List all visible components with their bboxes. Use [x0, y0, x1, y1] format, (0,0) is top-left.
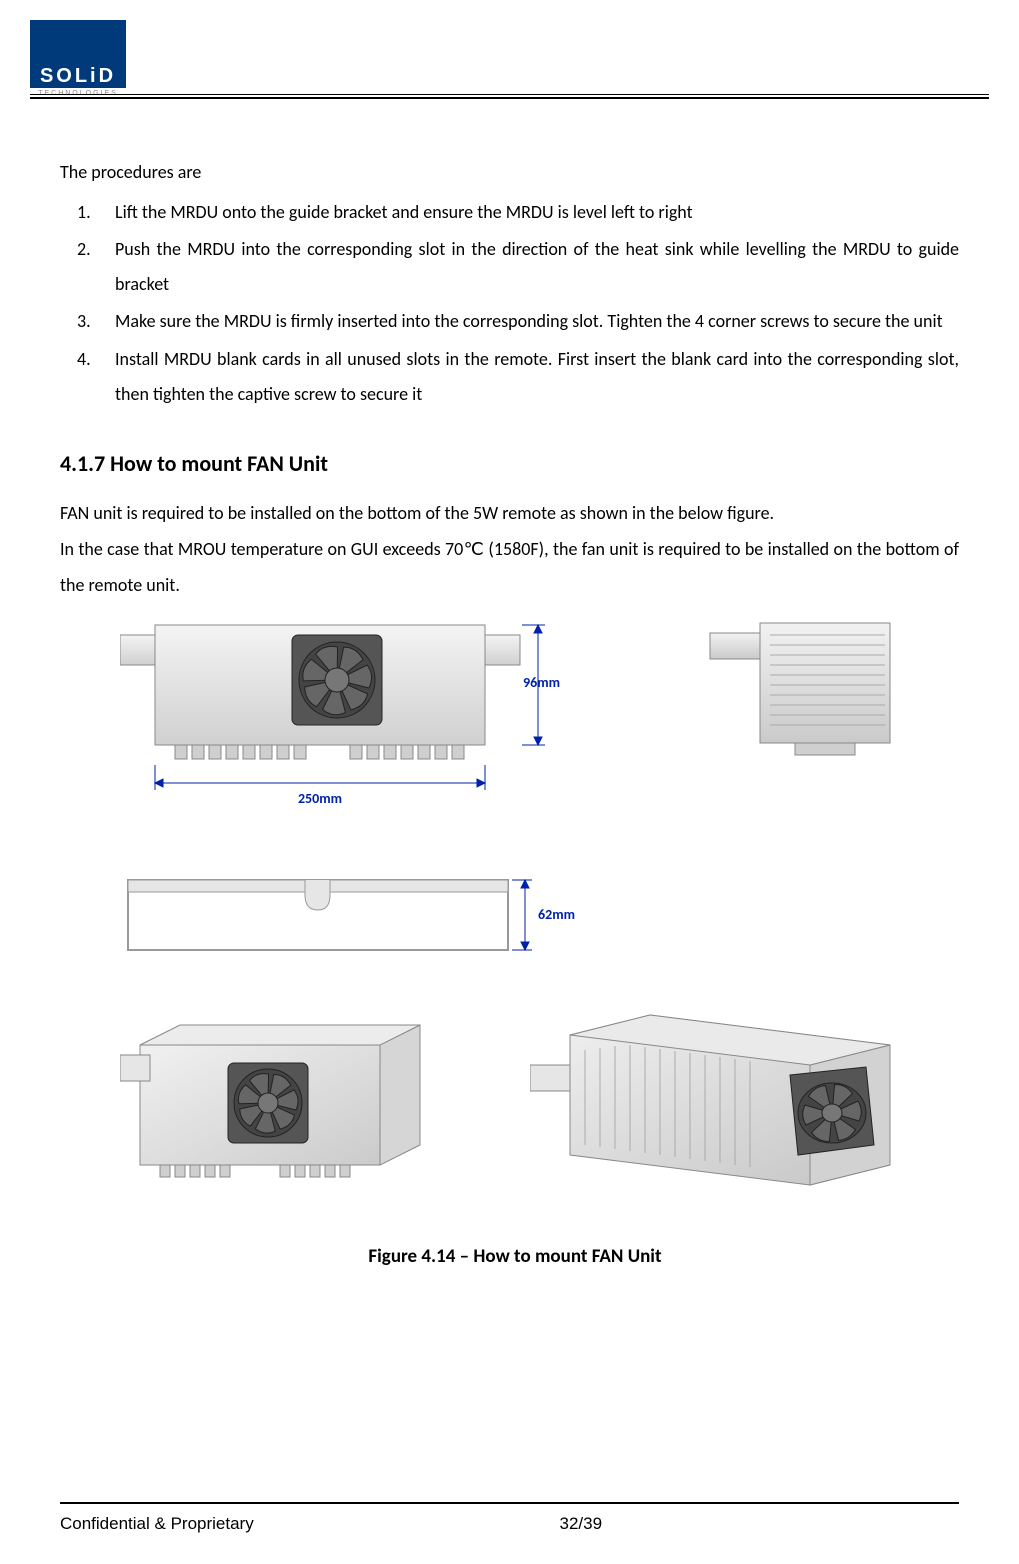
list-number: 3. — [77, 304, 91, 339]
list-item: 3.Make sure the MRDU is firmly inserted … — [115, 304, 959, 339]
list-text: Make sure the MRDU is firmly inserted in… — [115, 310, 943, 332]
intro-text: The procedures are — [60, 155, 959, 189]
fan-unit-front-view: 250mm 96mm — [120, 615, 560, 825]
section-heading: 4.1.7 How to mount FAN Unit — [60, 450, 959, 477]
list-text: Install MRDU blank cards in all unused s… — [115, 348, 959, 405]
dim-width-label: 250mm — [298, 790, 342, 807]
content-area: The procedures are 1. Lift the MRDU onto … — [60, 155, 959, 1268]
list-text: Push the MRDU into the corresponding slo… — [115, 238, 959, 295]
figure-row-iso — [120, 1005, 910, 1205]
fan-unit-side-view — [700, 615, 910, 775]
list-number: 2. — [77, 232, 91, 267]
dim-height-label: 96mm — [523, 674, 560, 691]
list-text: Lift the MRDU onto the guide bracket and… — [115, 201, 693, 223]
list-number: 4. — [77, 342, 91, 377]
fan-unit-top-view: 62mm — [120, 855, 580, 975]
header-rule — [30, 94, 989, 99]
divider — [30, 97, 989, 99]
dim-depth-label: 62mm — [538, 906, 575, 923]
footer-rule — [60, 1502, 959, 1504]
figure-row-top: 250mm 96mm — [120, 615, 910, 825]
footer-left: Confidential & Proprietary — [60, 1514, 460, 1534]
list-item: 2.Push the MRDU into the corresponding s… — [115, 232, 959, 302]
footer-page-number: 32/39 — [460, 1514, 960, 1534]
figure-row-bottom: 62mm — [120, 855, 910, 975]
footer: Confidential & Proprietary 32/39 — [60, 1514, 959, 1534]
paragraph: In the case that MROU temperature on GUI… — [60, 531, 959, 603]
procedure-list: 1. Lift the MRDU onto the guide bracket a… — [60, 195, 959, 412]
logo: SOLiD TECHNOLOGIES — [30, 20, 126, 97]
figure-area: 250mm 96mm — [120, 615, 910, 1268]
page: SOLiD TECHNOLOGIES The procedures are 1.… — [0, 0, 1019, 1564]
list-item: 4.Install MRDU blank cards in all unused… — [115, 342, 959, 412]
figure-caption: Figure 4.14 – How to mount FAN Unit — [120, 1245, 910, 1268]
logo-bg — [30, 20, 126, 64]
list-item: 1.Lift the MRDU onto the guide bracket a… — [115, 195, 959, 230]
paragraph: FAN unit is required to be installed on … — [60, 495, 959, 531]
list-number: 1. — [77, 195, 91, 230]
divider — [30, 94, 989, 95]
fan-unit-iso-front — [120, 1005, 450, 1205]
fan-unit-iso-back — [530, 1005, 910, 1205]
logo-brand: SOLiD — [30, 64, 126, 88]
